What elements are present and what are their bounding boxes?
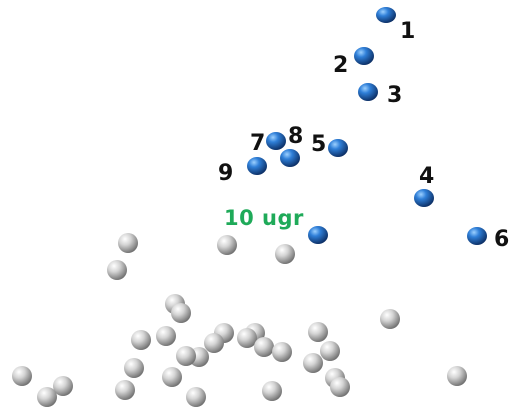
label-5: 5: [311, 132, 326, 157]
silver-sphere: [308, 322, 328, 342]
label-9: 9: [218, 161, 233, 186]
silver-sphere: [186, 387, 206, 407]
silver-sphere: [171, 303, 191, 323]
blue-sphere-7: [266, 132, 286, 150]
silver-sphere: [275, 244, 295, 264]
silver-spheres: [12, 233, 467, 407]
silver-sphere: [118, 233, 138, 253]
blue-sphere-8: [280, 149, 300, 167]
silver-sphere: [131, 330, 151, 350]
silver-sphere: [115, 380, 135, 400]
silver-sphere: [162, 367, 182, 387]
silver-sphere: [37, 387, 57, 407]
silver-sphere: [303, 353, 323, 373]
blue-sphere-1: [376, 7, 396, 23]
blue-sphere-4: [414, 189, 434, 207]
blue-sphere-5: [328, 139, 348, 157]
label-2: 2: [333, 53, 348, 78]
blue-sphere-6: [467, 227, 487, 245]
label-7: 7: [250, 131, 265, 156]
silver-sphere: [254, 337, 274, 357]
silver-sphere: [107, 260, 127, 280]
silver-sphere: [12, 366, 32, 386]
silver-sphere: [380, 309, 400, 329]
silver-sphere: [320, 341, 340, 361]
label-1: 1: [400, 19, 415, 44]
label-3: 3: [387, 83, 402, 108]
silver-sphere: [272, 342, 292, 362]
silver-sphere: [330, 377, 350, 397]
blue-sphere-2: [354, 47, 374, 65]
blue-spheres: [247, 7, 487, 245]
silver-sphere: [53, 376, 73, 396]
highlight-label: 10 ugr: [224, 206, 304, 230]
silver-sphere: [176, 346, 196, 366]
number-labels: 1 2 3 7 8 5 9 4 6: [218, 19, 509, 252]
silver-sphere: [262, 381, 282, 401]
silver-sphere: [217, 235, 237, 255]
silver-sphere: [447, 366, 467, 386]
blue-sphere-9: [247, 157, 267, 175]
silver-sphere: [124, 358, 144, 378]
label-4: 4: [419, 164, 434, 189]
silver-sphere: [237, 328, 257, 348]
silver-sphere: [156, 326, 176, 346]
label-6: 6: [494, 227, 509, 252]
blue-sphere-10: [308, 226, 328, 244]
blue-sphere-3: [358, 83, 378, 101]
silver-sphere: [204, 333, 224, 353]
label-8: 8: [288, 124, 303, 149]
